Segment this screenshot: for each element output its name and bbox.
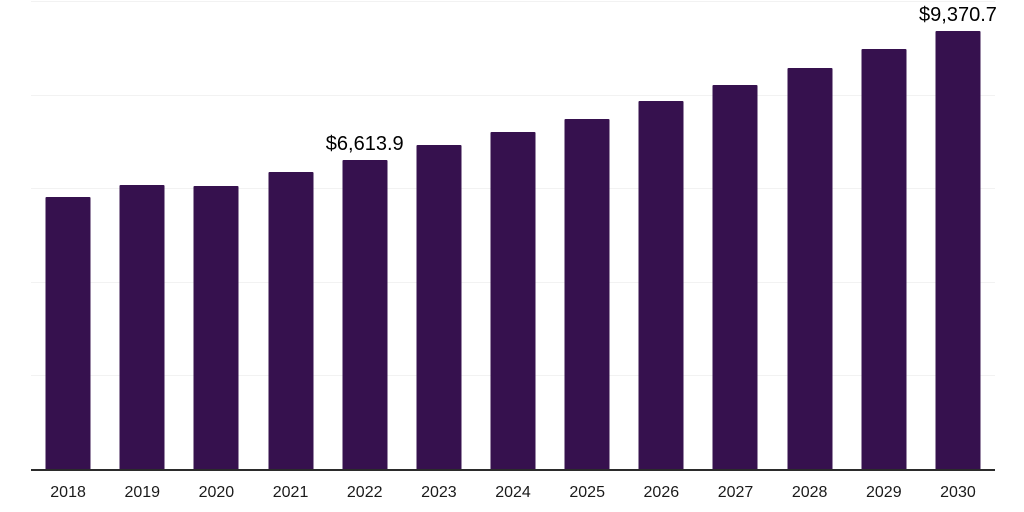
bar-band-2018 [31, 0, 105, 470]
x-tick-label-2025: 2025 [569, 484, 605, 501]
x-axis-tick-labels: 2018 2019 2020 2021 2022 2023 2024 2025 2026 2027… [31, 481, 995, 505]
bar-2018 [45, 197, 91, 470]
x-tick-label-2026: 2026 [643, 484, 680, 501]
bar-band-2025 [550, 0, 624, 470]
bar-2023 [416, 144, 462, 470]
bar-band-2023 [402, 0, 476, 470]
x-tick-label-2022: 2022 [346, 484, 383, 501]
bar-2021 [268, 171, 314, 470]
bar-band-2028 [773, 0, 847, 470]
bars-layer: $6,613.9 $9,370.7 [31, 0, 997, 470]
bar-band-2029 [847, 0, 921, 470]
gridline-8000 [31, 94, 995, 96]
bar-2020 [193, 185, 239, 470]
bar-band-2027 [698, 0, 772, 470]
bar-2025 [564, 119, 610, 470]
bar-2028 [787, 68, 833, 470]
bar-band-2030: $9,370.7 [919, 0, 997, 470]
bar-2029 [861, 48, 907, 470]
data-label-2022: $6,613.9 [325, 133, 404, 156]
bar-band-2022: $6,613.9 [325, 0, 404, 470]
x-axis-line [31, 469, 995, 471]
x-tick-label-2030: 2030 [940, 484, 976, 501]
gridline-10000 [31, 1, 995, 2]
bar-band-2024 [476, 0, 550, 470]
bar-band-2021 [253, 0, 327, 470]
x-tick-label-2020: 2020 [198, 484, 235, 501]
x-tick-label-2024: 2024 [495, 484, 531, 501]
bar-2030 [935, 31, 981, 470]
x-tick-label-2018: 2018 [50, 484, 86, 501]
bar-2026 [638, 100, 684, 470]
bar-2019 [119, 185, 165, 470]
x-tick-label-2019: 2019 [124, 484, 161, 501]
x-tick-label-2021: 2021 [272, 484, 309, 501]
bar-band-2026 [624, 0, 698, 470]
x-tick-label-2027: 2027 [717, 484, 754, 501]
bar-2024 [490, 132, 536, 470]
x-tick-label-2023: 2023 [421, 484, 457, 501]
data-label-2030: $9,370.7 [919, 4, 997, 27]
plot-area: $6,613.9 $9,370.7 [31, 0, 997, 471]
x-tick-label-2029: 2029 [866, 484, 902, 501]
bar-2022 [342, 160, 388, 470]
bar-band-2019 [105, 0, 179, 470]
bar-band-2020 [179, 0, 253, 470]
x-tick-label-2028: 2028 [791, 484, 828, 501]
bar-2027 [712, 84, 758, 470]
